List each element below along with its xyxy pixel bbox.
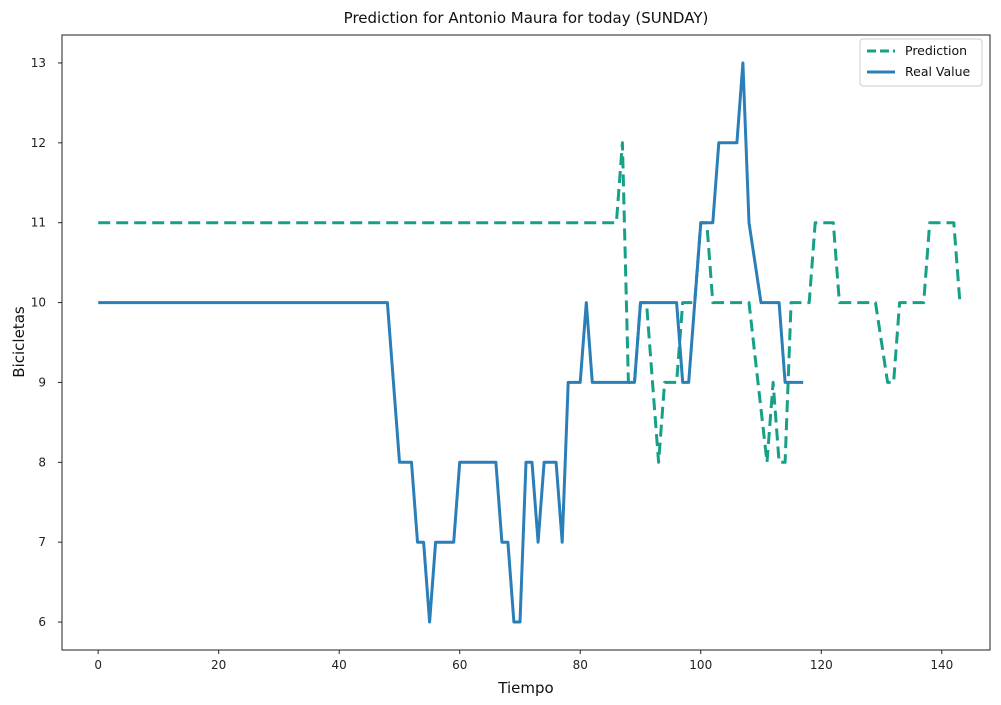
y-axis-label: Bicicletas <box>10 306 28 378</box>
plot-frame <box>61 34 991 651</box>
y-tick-label: 10 <box>31 296 46 310</box>
legend: Prediction Real Value <box>859 38 983 87</box>
x-tick-label: 40 <box>332 658 347 672</box>
legend-label-prediction: Prediction <box>905 43 967 58</box>
x-axis-ticks: 0 20 40 60 80 100 120 140 <box>94 650 953 672</box>
y-tick-label: 12 <box>31 136 46 150</box>
x-tick-label: 0 <box>94 658 102 672</box>
y-tick-label: 6 <box>38 615 46 629</box>
legend-label-real-value: Real Value <box>905 64 971 79</box>
y-tick-label: 13 <box>31 56 46 70</box>
x-tick-label: 80 <box>573 658 588 672</box>
y-tick-label: 8 <box>38 455 46 469</box>
x-tick-label: 100 <box>689 658 712 672</box>
series-layer <box>98 61 962 624</box>
legend-box <box>859 38 983 87</box>
y-tick-label: 9 <box>38 375 46 389</box>
x-tick-label: 140 <box>930 658 953 672</box>
series-line-real-value <box>98 61 804 624</box>
chart-title: Prediction for Antonio Maura for today (… <box>344 9 709 27</box>
x-tick-label: 60 <box>452 658 467 672</box>
y-tick-label: 7 <box>38 535 46 549</box>
y-axis-ticks: 6 7 8 9 10 11 12 13 <box>31 56 62 629</box>
y-tick-label: 11 <box>31 216 46 230</box>
x-axis-label: Tiempo <box>497 679 553 697</box>
x-tick-label: 120 <box>810 658 833 672</box>
x-tick-label: 20 <box>211 658 226 672</box>
